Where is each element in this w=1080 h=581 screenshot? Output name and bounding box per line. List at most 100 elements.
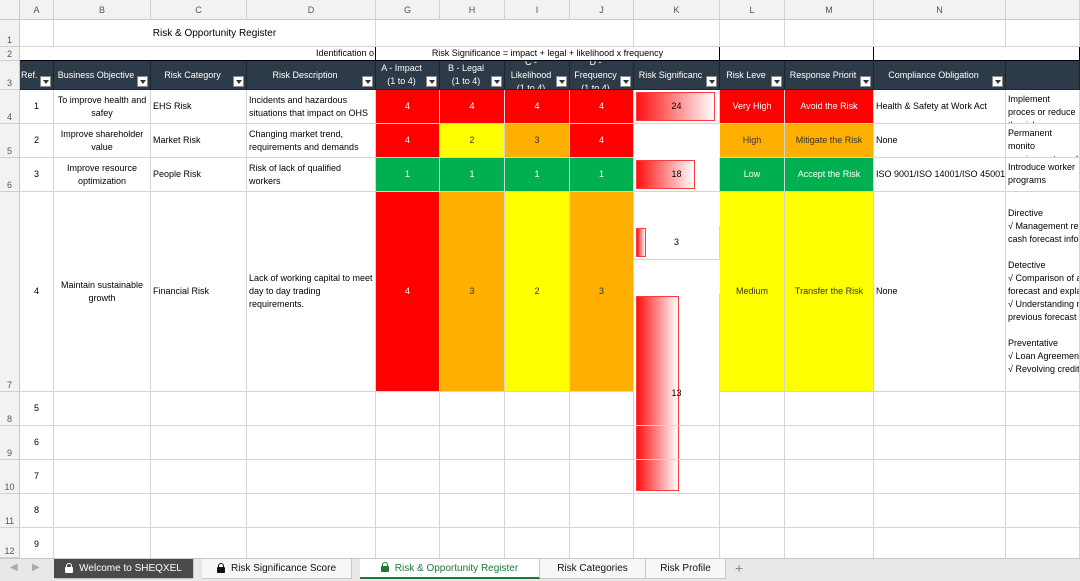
row-header-4[interactable]: 4: [0, 90, 20, 124]
cell[interactable]: [634, 426, 720, 460]
record-3-category[interactable]: People Risk: [151, 158, 247, 192]
cell[interactable]: [785, 494, 874, 528]
cell[interactable]: [874, 528, 1006, 558]
cell[interactable]: [720, 47, 874, 61]
filter-dropdown-icon[interactable]: [992, 76, 1003, 87]
cell[interactable]: [720, 20, 785, 47]
cell[interactable]: [1006, 392, 1080, 426]
filter-dropdown-icon[interactable]: [771, 76, 782, 87]
record-2-level[interactable]: High: [720, 124, 785, 158]
header-risk-significance[interactable]: Risk Significanc: [634, 61, 720, 90]
cell[interactable]: [151, 460, 247, 494]
filter-dropdown-icon[interactable]: [426, 76, 437, 87]
header-response-priority[interactable]: Response Priorit: [785, 61, 874, 90]
cell[interactable]: [570, 528, 634, 558]
cell[interactable]: [720, 494, 785, 528]
empty-row-ref[interactable]: 7: [20, 460, 54, 494]
header-ref[interactable]: Ref.: [20, 61, 54, 90]
record-3-priority[interactable]: Accept the Risk: [785, 158, 874, 192]
record-3-compliance[interactable]: ISO 9001/ISO 14001/ISO 45001: [874, 158, 1006, 192]
cell[interactable]: [1006, 20, 1080, 47]
header-impact[interactable]: A - Impact (1 to 4): [376, 61, 440, 90]
cell[interactable]: [440, 392, 505, 426]
group-identification[interactable]: Identification o: [20, 47, 376, 61]
filter-dropdown-icon[interactable]: [860, 76, 871, 87]
record-2-controls[interactable]: Permanent monito requirements and: [1006, 124, 1080, 158]
cell[interactable]: [720, 392, 785, 426]
record-2-description[interactable]: Changing market trend, requirements and …: [247, 124, 376, 158]
record-3-controls[interactable]: Introduce worker programs: [1006, 158, 1080, 192]
cell[interactable]: [1006, 494, 1080, 528]
record-3-legal[interactable]: 1: [440, 158, 505, 192]
cell[interactable]: [634, 528, 720, 558]
tab-risk-profile[interactable]: Risk Profile: [646, 559, 726, 579]
record-2-compliance[interactable]: None: [874, 124, 1006, 158]
cell[interactable]: [505, 528, 570, 558]
cell[interactable]: [505, 460, 570, 494]
cell[interactable]: [376, 460, 440, 494]
cell[interactable]: [570, 392, 634, 426]
cell[interactable]: [376, 20, 634, 47]
record-1-controls[interactable]: Implement proces or reduce the risk: [1006, 90, 1080, 124]
record-2-priority[interactable]: Mitigate the Risk: [785, 124, 874, 158]
cell[interactable]: [874, 47, 1080, 61]
row-header-9[interactable]: 9: [0, 426, 20, 460]
header-risk-level[interactable]: Risk Leve: [720, 61, 785, 90]
header-frequency[interactable]: D - Frequency (1 to 4): [570, 61, 634, 90]
column-header-a[interactable]: A: [20, 0, 54, 20]
cell[interactable]: [247, 392, 376, 426]
record-2-significance[interactable]: 18: [634, 158, 720, 192]
column-header-c[interactable]: C: [151, 0, 247, 20]
record-1-frequency[interactable]: 4: [570, 90, 634, 124]
record-2-frequency[interactable]: 4: [570, 124, 634, 158]
record-2-objective[interactable]: Improve shareholder value: [54, 124, 151, 158]
header-controls[interactable]: [1006, 61, 1080, 90]
column-header-h[interactable]: H: [440, 0, 505, 20]
column-header-k[interactable]: K: [634, 0, 720, 20]
cell[interactable]: [440, 426, 505, 460]
column-header-i[interactable]: I: [505, 0, 570, 20]
record-4-controls[interactable]: Directive √ Management re cash forecast …: [1006, 192, 1080, 392]
cell[interactable]: [376, 426, 440, 460]
register-title[interactable]: Risk & Opportunity Register: [54, 20, 376, 47]
record-4-category[interactable]: Financial Risk: [151, 192, 247, 392]
record-4-likelihood[interactable]: 2: [505, 192, 570, 392]
filter-dropdown-icon[interactable]: [491, 76, 502, 87]
record-4-legal[interactable]: 3: [440, 192, 505, 392]
record-2-ref[interactable]: 2: [20, 124, 54, 158]
record-1-category[interactable]: EHS Risk: [151, 90, 247, 124]
record-1-legal[interactable]: 4: [440, 90, 505, 124]
cell[interactable]: [151, 494, 247, 528]
empty-row-ref[interactable]: 8: [20, 494, 54, 528]
cell[interactable]: [1006, 460, 1080, 494]
cell[interactable]: [634, 20, 720, 47]
cell[interactable]: [440, 494, 505, 528]
row-header-1[interactable]: 1: [0, 20, 20, 47]
first-sheet-arrow-icon[interactable]: ◀: [10, 562, 18, 573]
cell[interactable]: [376, 494, 440, 528]
cell[interactable]: [634, 460, 720, 494]
header-business-objective[interactable]: Business Objective: [54, 61, 151, 90]
record-2-likelihood[interactable]: 3: [505, 124, 570, 158]
record-4-frequency[interactable]: 3: [570, 192, 634, 392]
tab-risk-categories[interactable]: Risk Categories: [540, 559, 646, 579]
record-4-ref[interactable]: 4: [20, 192, 54, 392]
empty-row-ref[interactable]: 6: [20, 426, 54, 460]
cell[interactable]: [54, 494, 151, 528]
record-2-category[interactable]: Market Risk: [151, 124, 247, 158]
filter-dropdown-icon[interactable]: [137, 76, 148, 87]
cell[interactable]: [151, 392, 247, 426]
record-4-priority[interactable]: Transfer the Risk: [785, 192, 874, 392]
record-4-level[interactable]: Medium: [720, 192, 785, 392]
row-header-8[interactable]: 8: [0, 392, 20, 426]
record-1-objective[interactable]: To improve health and safey: [54, 90, 151, 124]
column-header-l[interactable]: L: [720, 0, 785, 20]
header-likelihood[interactable]: C - Likelihood (1 to 4): [505, 61, 570, 90]
filter-dropdown-icon[interactable]: [362, 76, 373, 87]
row-header-2[interactable]: 2: [0, 47, 20, 61]
column-header-o[interactable]: [1006, 0, 1080, 20]
cell[interactable]: [785, 460, 874, 494]
record-1-likelihood[interactable]: 4: [505, 90, 570, 124]
tab-risk-opportunity-register[interactable]: Risk & Opportunity Register: [360, 559, 540, 579]
empty-row-ref[interactable]: 5: [20, 392, 54, 426]
